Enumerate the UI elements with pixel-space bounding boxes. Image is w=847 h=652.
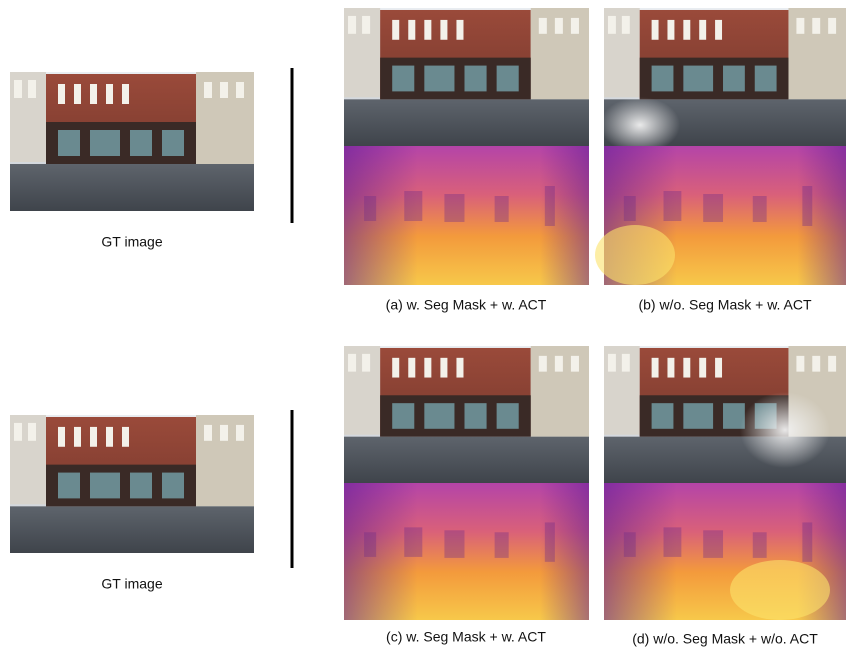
depth-map <box>344 483 589 620</box>
artifact <box>730 560 830 620</box>
gt-label: GT image <box>101 576 162 592</box>
depth-map <box>344 146 589 285</box>
caption: (c) w. Seg Mask + w. ACT <box>386 629 546 645</box>
caption: (a) w. Seg Mask + w. ACT <box>386 297 547 313</box>
caption: (b) w/o. Seg Mask + w. ACT <box>638 297 812 313</box>
gt-image <box>10 415 254 553</box>
gt-label: GT image <box>101 234 162 250</box>
render-image <box>344 8 589 146</box>
render-image <box>344 346 589 483</box>
artifact <box>600 97 680 153</box>
caption: (d) w/o. Seg Mask + w/o. ACT <box>632 631 818 647</box>
artifact <box>740 392 830 468</box>
artifact <box>595 225 675 285</box>
gt-image <box>10 72 254 211</box>
